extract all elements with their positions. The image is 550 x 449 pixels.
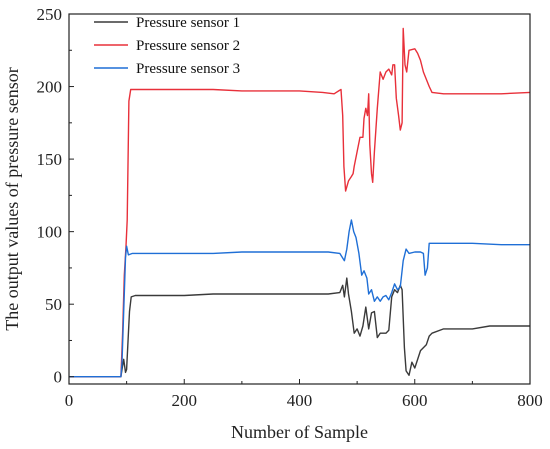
legend: Pressure sensor 1 Pressure sensor 2 Pres… <box>94 15 240 77</box>
x-axis: 0 200 400 600 800 <box>65 379 543 410</box>
legend-label-pressure-sensor-2: Pressure sensor 2 <box>136 38 240 54</box>
series-line-1 <box>69 277 530 378</box>
x-axis-title: Number of Sample <box>231 422 368 442</box>
series-line-3 <box>69 219 530 378</box>
series-line-2 <box>69 27 531 378</box>
y-axis-title: The output values of pressure sensor <box>2 67 22 330</box>
legend-label-pressure-sensor-3: Pressure sensor 3 <box>136 61 240 77</box>
legend-entry-1: Pressure sensor 1 <box>94 15 240 31</box>
x-tick-label: 600 <box>402 391 428 410</box>
y-tick-label: 250 <box>37 5 63 24</box>
y-tick-label: 200 <box>37 78 63 97</box>
x-tick-label: 200 <box>172 391 198 410</box>
series-layer <box>69 27 531 378</box>
x-tick-label: 0 <box>65 391 74 410</box>
x-tick-label: 400 <box>287 391 313 410</box>
y-axis: 0 50 100 150 200 250 <box>37 5 74 387</box>
y-tick-label: 0 <box>54 368 63 387</box>
x-tick-label: 800 <box>517 391 543 410</box>
y-tick-label: 100 <box>37 223 63 242</box>
legend-entry-2: Pressure sensor 2 <box>94 38 240 54</box>
y-tick-label: 150 <box>37 150 63 169</box>
legend-label-pressure-sensor-1: Pressure sensor 1 <box>136 15 240 31</box>
legend-entry-3: Pressure sensor 3 <box>94 61 240 77</box>
y-tick-label: 50 <box>45 295 62 314</box>
